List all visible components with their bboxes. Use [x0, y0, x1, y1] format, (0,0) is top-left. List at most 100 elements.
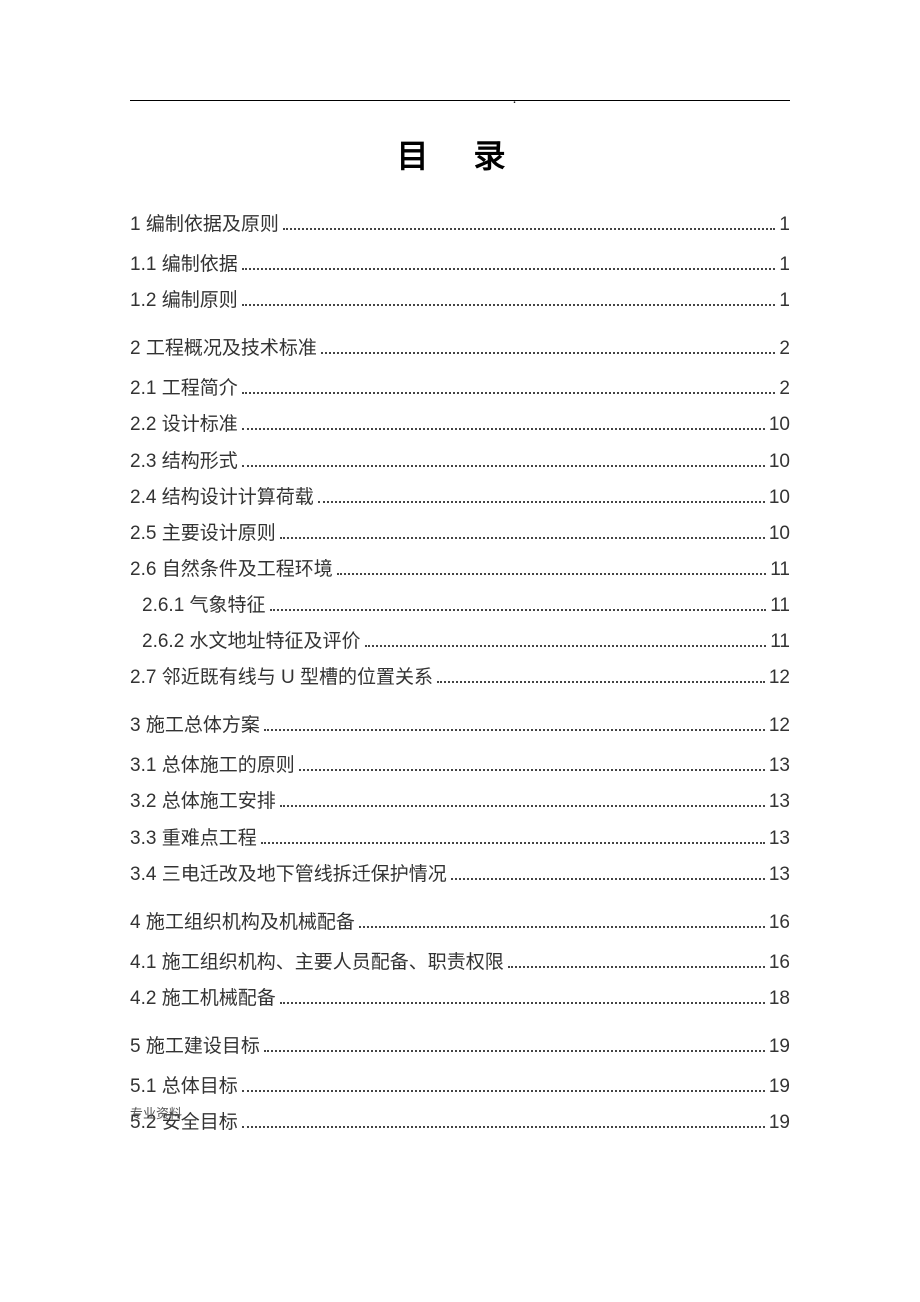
toc-label: 4 施工组织机构及机械配备 [130, 905, 355, 941]
toc-label: 3.3 重难点工程 [130, 821, 257, 857]
toc-page: 11 [770, 624, 790, 660]
toc-page: 11 [770, 552, 790, 588]
toc-label: 2 工程概况及技术标准 [130, 331, 317, 367]
toc-dots [242, 1090, 765, 1092]
page-container: . 目 录 1 编制依据及原则 1 1.1 编制依据 1 1.2 编制原则 1 2 工程概况… [0, 0, 920, 1302]
toc-dots [299, 769, 765, 771]
toc-page: 19 [769, 1029, 790, 1065]
toc-label: 3 施工总体方案 [130, 708, 260, 744]
toc-label: 2.6 自然条件及工程环境 [130, 552, 333, 588]
toc-label: 1.1 编制依据 [130, 247, 238, 283]
toc-dots [261, 842, 765, 844]
toc-label: 2.6.2 水文地址特征及评价 [142, 624, 361, 660]
toc-dots [270, 609, 767, 611]
toc-page: 11 [770, 588, 790, 624]
toc-page: 2 [779, 331, 790, 367]
toc-label: 3.2 总体施工安排 [130, 784, 276, 820]
header-dot: . [513, 92, 517, 108]
toc-label: 3.1 总体施工的原则 [130, 748, 295, 784]
toc-page: 10 [769, 444, 790, 480]
toc-dots [264, 1050, 765, 1052]
toc-label: 2.7 邻近既有线与 U 型槽的位置关系 [130, 660, 433, 696]
toc-entry: 2.3 结构形式 10 [130, 444, 790, 480]
toc-dots [242, 428, 765, 430]
toc-entry: 2.7 邻近既有线与 U 型槽的位置关系 12 [130, 660, 790, 696]
toc-entry: 1 编制依据及原则 1 [130, 207, 790, 243]
toc-dots [264, 729, 765, 731]
toc-dots [242, 268, 776, 270]
toc-dots [242, 392, 776, 394]
toc-dots [280, 1002, 765, 1004]
toc-label: 2.3 结构形式 [130, 444, 238, 480]
toc-page: 16 [769, 945, 790, 981]
toc-label: 4.1 施工组织机构、主要人员配备、职责权限 [130, 945, 504, 981]
toc-dots [508, 966, 765, 968]
toc-entry: 5.1 总体目标 19 [130, 1069, 790, 1105]
toc-page: 1 [779, 283, 790, 319]
toc-entry: 4.2 施工机械配备 18 [130, 981, 790, 1017]
toc-page: 16 [769, 905, 790, 941]
toc-entry: 2.6.1 气象特征 11 [130, 588, 790, 624]
toc-page: 18 [769, 981, 790, 1017]
footer-text: 专业资料 [130, 1103, 182, 1122]
toc-label: 2.1 工程简介 [130, 371, 238, 407]
toc-entry: 3.2 总体施工安排 13 [130, 784, 790, 820]
toc-dots [242, 304, 776, 306]
toc-entry: 1.2 编制原则 1 [130, 283, 790, 319]
toc-page: 10 [769, 407, 790, 443]
toc-page: 12 [769, 708, 790, 744]
toc-entry: 3 施工总体方案 12 [130, 708, 790, 744]
toc-dots [242, 1126, 765, 1128]
toc-page: 2 [779, 371, 790, 407]
toc-page: 13 [769, 784, 790, 820]
toc-label: 5.1 总体目标 [130, 1069, 238, 1105]
toc-page: 12 [769, 660, 790, 696]
toc-page: 1 [779, 247, 790, 283]
toc-entry: 3.1 总体施工的原则 13 [130, 748, 790, 784]
toc-label: 2.4 结构设计计算荷载 [130, 480, 314, 516]
toc-entry: 2.6 自然条件及工程环境 11 [130, 552, 790, 588]
toc-dots [280, 805, 765, 807]
toc-dots [283, 228, 776, 230]
toc-dots [365, 645, 767, 647]
toc-page: 19 [769, 1069, 790, 1105]
toc-dots [318, 501, 765, 503]
page-title: 目 录 [130, 131, 790, 177]
toc-dots [242, 465, 765, 467]
toc-entry: 2 工程概况及技术标准 2 [130, 331, 790, 367]
toc-dots [437, 681, 765, 683]
toc-page: 19 [769, 1105, 790, 1141]
toc-container: 1 编制依据及原则11.1 编制依据11.2 编制原则12 工程概况及技术标准2… [130, 207, 790, 1141]
toc-entry: 2.2 设计标准 10 [130, 407, 790, 443]
toc-page: 13 [769, 821, 790, 857]
toc-dots [451, 878, 765, 880]
toc-dots [337, 573, 767, 575]
toc-entry: 2.6.2 水文地址特征及评价 11 [130, 624, 790, 660]
toc-entry: 5 施工建设目标 19 [130, 1029, 790, 1065]
toc-label: 2.6.1 气象特征 [142, 588, 266, 624]
toc-label: 3.4 三电迁改及地下管线拆迁保护情况 [130, 857, 447, 893]
toc-label: 4.2 施工机械配备 [130, 981, 276, 1017]
toc-dots [280, 537, 765, 539]
toc-entry: 2.5 主要设计原则 10 [130, 516, 790, 552]
toc-entry: 3.4 三电迁改及地下管线拆迁保护情况 13 [130, 857, 790, 893]
header-rule: . [130, 100, 790, 101]
toc-entry: 4.1 施工组织机构、主要人员配备、职责权限 16 [130, 945, 790, 981]
toc-entry: 5.2 安全目标19 [130, 1105, 790, 1141]
toc-entry: 4 施工组织机构及机械配备 16 [130, 905, 790, 941]
toc-label: 1.2 编制原则 [130, 283, 238, 319]
toc-entry: 2.4 结构设计计算荷载10 [130, 480, 790, 516]
toc-entry: 1.1 编制依据 1 [130, 247, 790, 283]
toc-dots [359, 926, 765, 928]
toc-label: 1 编制依据及原则 [130, 207, 279, 243]
toc-page: 1 [779, 207, 790, 243]
toc-entry: 3.3 重难点工程 13 [130, 821, 790, 857]
toc-dots [321, 352, 776, 354]
toc-page: 10 [769, 516, 790, 552]
toc-page: 13 [769, 748, 790, 784]
toc-label: 2.5 主要设计原则 [130, 516, 276, 552]
toc-label: 5 施工建设目标 [130, 1029, 260, 1065]
toc-page: 13 [769, 857, 790, 893]
toc-entry: 2.1 工程简介 2 [130, 371, 790, 407]
toc-label: 2.2 设计标准 [130, 407, 238, 443]
